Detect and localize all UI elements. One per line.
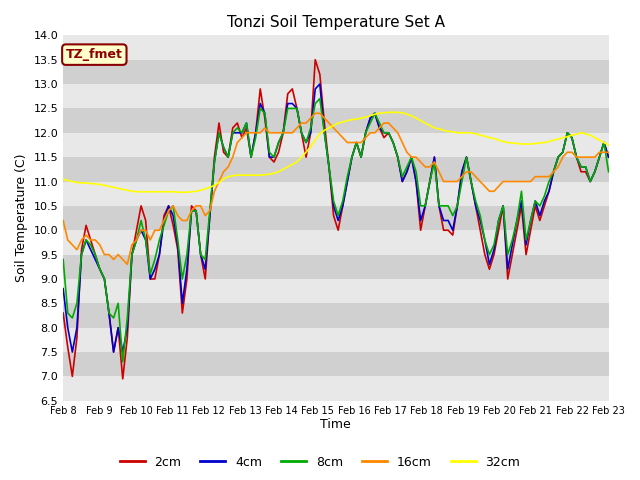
Line: 16cm: 16cm — [63, 113, 609, 264]
Bar — [63, 206, 609, 230]
Y-axis label: Soil Temperature (C): Soil Temperature (C) — [15, 154, 28, 282]
16cm — [60, 217, 67, 223]
Bar — [63, 157, 609, 181]
4cm — [444, 217, 452, 223]
8cm — [211, 159, 218, 165]
Bar — [63, 181, 609, 206]
4cm — [499, 203, 507, 209]
32cm — [179, 189, 186, 195]
Bar — [63, 36, 609, 60]
4cm — [605, 154, 612, 160]
Legend: 2cm, 4cm, 8cm, 16cm, 32cm: 2cm, 4cm, 8cm, 16cm, 32cm — [115, 451, 525, 474]
16cm — [444, 179, 452, 184]
Text: TZ_fmet: TZ_fmet — [66, 48, 123, 61]
8cm — [316, 96, 324, 102]
8cm — [371, 110, 379, 116]
2cm — [596, 154, 604, 160]
32cm — [596, 137, 604, 143]
4cm — [211, 159, 218, 165]
16cm — [605, 149, 612, 155]
Title: Tonzi Soil Temperature Set A: Tonzi Soil Temperature Set A — [227, 15, 445, 30]
4cm — [596, 154, 604, 160]
Bar — [63, 279, 609, 303]
Line: 4cm: 4cm — [63, 84, 609, 352]
8cm — [60, 257, 67, 263]
Bar — [63, 376, 609, 401]
Bar — [63, 352, 609, 376]
2cm — [119, 376, 127, 382]
8cm — [179, 276, 186, 282]
Bar — [63, 133, 609, 157]
16cm — [499, 179, 507, 184]
Bar — [63, 230, 609, 254]
2cm — [312, 57, 319, 62]
8cm — [596, 154, 604, 160]
Line: 32cm: 32cm — [63, 112, 609, 192]
32cm — [444, 129, 452, 134]
4cm — [179, 300, 186, 306]
2cm — [60, 310, 67, 316]
X-axis label: Time: Time — [321, 419, 351, 432]
8cm — [119, 359, 127, 365]
Bar — [63, 60, 609, 84]
Bar — [63, 254, 609, 279]
4cm — [316, 81, 324, 87]
Bar — [63, 328, 609, 352]
4cm — [371, 110, 379, 116]
4cm — [68, 349, 76, 355]
32cm — [499, 139, 507, 144]
Bar — [63, 303, 609, 328]
2cm — [371, 110, 379, 116]
32cm — [385, 109, 392, 115]
16cm — [179, 217, 186, 223]
4cm — [60, 286, 67, 291]
16cm — [312, 110, 319, 116]
2cm — [444, 228, 452, 233]
8cm — [499, 203, 507, 209]
Line: 8cm: 8cm — [63, 99, 609, 362]
16cm — [124, 262, 131, 267]
16cm — [371, 130, 379, 136]
16cm — [211, 188, 218, 194]
2cm — [179, 310, 186, 316]
8cm — [444, 203, 452, 209]
32cm — [605, 142, 612, 148]
2cm — [499, 203, 507, 209]
32cm — [174, 189, 182, 195]
2cm — [605, 154, 612, 160]
2cm — [211, 154, 218, 160]
32cm — [211, 182, 218, 188]
16cm — [596, 149, 604, 155]
Bar — [63, 84, 609, 108]
8cm — [605, 169, 612, 175]
Bar — [63, 108, 609, 133]
32cm — [60, 176, 67, 182]
32cm — [366, 113, 374, 119]
Line: 2cm: 2cm — [63, 60, 609, 379]
